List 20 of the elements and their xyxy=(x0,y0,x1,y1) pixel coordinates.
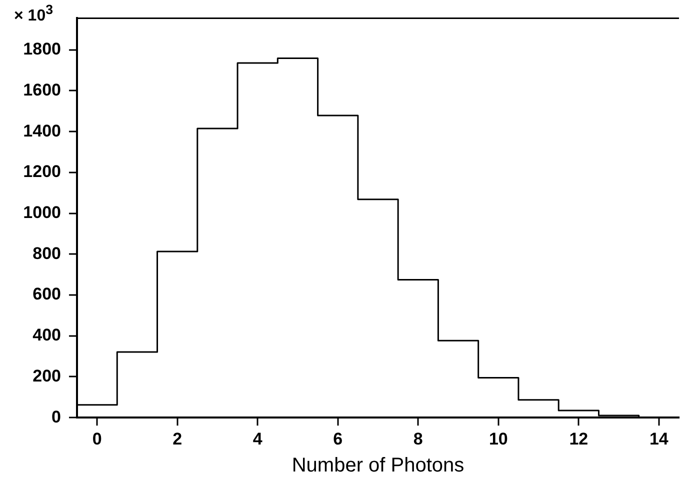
x-tick-label: 4 xyxy=(252,429,263,448)
y-tick-label: 600 xyxy=(32,284,61,304)
x-tick-label: 6 xyxy=(333,429,343,448)
y-tick-label: 400 xyxy=(32,326,61,345)
y-axis-title: × 10$^{3}$ xyxy=(14,2,54,26)
y-tick-label: 200 xyxy=(32,366,61,386)
x-tick-label: 10 xyxy=(488,429,508,448)
y-tick-label: 0 xyxy=(52,407,61,426)
x-tick-label: 2 xyxy=(172,429,182,448)
y-tick-label: 1000 xyxy=(23,202,61,222)
x-tick-label: 8 xyxy=(413,429,423,448)
x-tick-label: 14 xyxy=(649,429,669,448)
y-tick-label: 1200 xyxy=(23,162,61,182)
y-tick-label: 1400 xyxy=(23,121,61,140)
x-tick-label: 0 xyxy=(92,429,102,448)
x-tick-label: 12 xyxy=(569,429,588,448)
x-axis-title: Number of Photons xyxy=(292,454,464,477)
y-tick-label: 800 xyxy=(32,244,61,263)
y-tick-label: 1600 xyxy=(23,80,61,100)
y-tick-label: 1800 xyxy=(23,40,61,59)
